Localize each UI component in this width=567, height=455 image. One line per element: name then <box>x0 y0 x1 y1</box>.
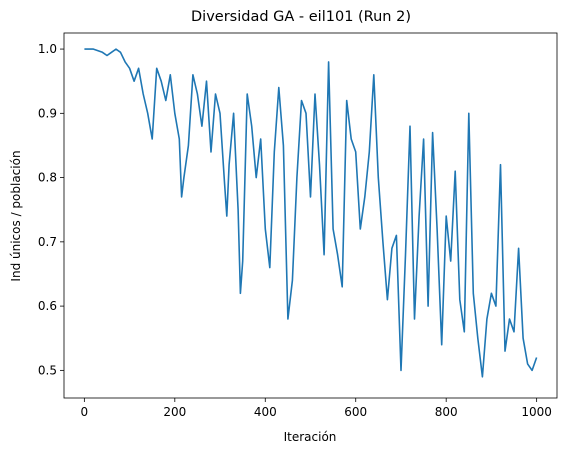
y-axis-label: Ind únicos / población <box>9 150 23 281</box>
x-tick-label: 200 <box>163 405 186 419</box>
y-tick-label: 0.9 <box>38 106 57 120</box>
x-tick-label: 1000 <box>521 405 552 419</box>
y-tick-label: 0.8 <box>38 171 57 185</box>
x-tick-label: 400 <box>254 405 277 419</box>
y-axis-ticks: 0.5 0.6 0.7 0.8 0.9 1.0 <box>38 42 64 377</box>
y-tick-label: 1.0 <box>38 42 57 56</box>
x-tick-label: 600 <box>344 405 367 419</box>
y-tick-label: 0.7 <box>38 235 57 249</box>
chart-title: Diversidad GA - eil101 (Run 2) <box>191 9 411 25</box>
plot-area <box>84 48 538 378</box>
x-axis-ticks: 0 200 400 600 800 1000 <box>81 398 552 419</box>
x-tick-label: 0 <box>81 405 89 419</box>
x-tick-label: 800 <box>435 405 458 419</box>
y-tick-label: 0.5 <box>38 363 57 377</box>
plot-frame <box>63 32 558 399</box>
y-tick-label: 0.6 <box>38 299 57 313</box>
x-axis-label: Iteración <box>284 430 337 444</box>
series-line <box>84 48 538 378</box>
